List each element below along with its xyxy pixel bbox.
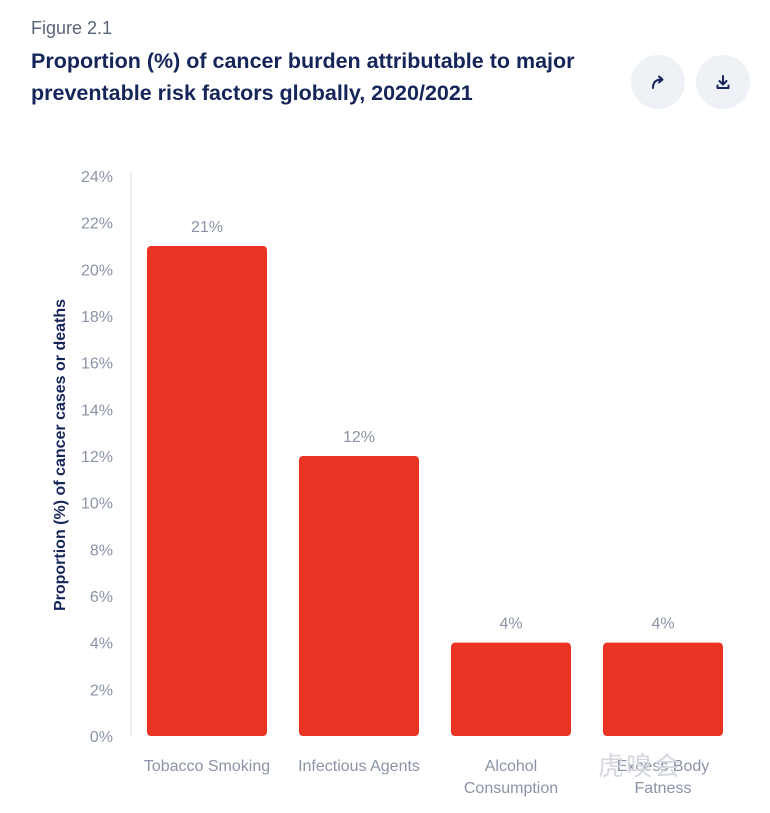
- data-label: 4%: [499, 616, 522, 633]
- x-category-label: Alcohol Consumption: [464, 758, 558, 797]
- x-category-label: Excess Body Fatness: [617, 758, 709, 797]
- x-category-label: Infectious Agents: [298, 758, 420, 775]
- x-category-label: Tobacco Smoking: [144, 758, 270, 775]
- data-label: 12%: [343, 429, 375, 446]
- share-button[interactable]: [631, 55, 685, 109]
- y-tick-label: 2%: [90, 682, 113, 699]
- share-arrow-icon: [649, 73, 667, 91]
- data-label: 4%: [651, 616, 674, 633]
- watermark: 虎嗅会: [598, 751, 683, 781]
- bar-chart: Proportion (%) of cancer cases or deaths…: [52, 169, 723, 797]
- bar[interactable]: [451, 642, 571, 736]
- y-tick-label: 14%: [81, 402, 113, 419]
- figure-label: Figure 2.1: [31, 18, 113, 38]
- y-tick-label: 24%: [81, 169, 113, 186]
- y-tick-label: 12%: [81, 449, 113, 466]
- bar[interactable]: [603, 642, 723, 736]
- y-tick-label: 22%: [81, 216, 113, 233]
- y-tick-label: 16%: [81, 356, 113, 373]
- y-axis-title: Proportion (%) of cancer cases or deaths: [52, 299, 69, 611]
- y-tick-label: 18%: [81, 309, 113, 326]
- data-label: 21%: [191, 219, 223, 236]
- y-tick-label: 20%: [81, 262, 113, 279]
- download-icon: [714, 73, 732, 91]
- bar[interactable]: [299, 456, 419, 736]
- chart-title: Proportion (%) of cancer burden attribut…: [31, 49, 575, 105]
- y-tick-label: 6%: [90, 589, 113, 606]
- bar[interactable]: [147, 246, 267, 736]
- download-button[interactable]: [696, 55, 750, 109]
- y-tick-label: 0%: [90, 729, 113, 746]
- y-tick-label: 8%: [90, 542, 113, 559]
- y-tick-label: 10%: [81, 496, 113, 513]
- y-tick-label: 4%: [90, 636, 113, 653]
